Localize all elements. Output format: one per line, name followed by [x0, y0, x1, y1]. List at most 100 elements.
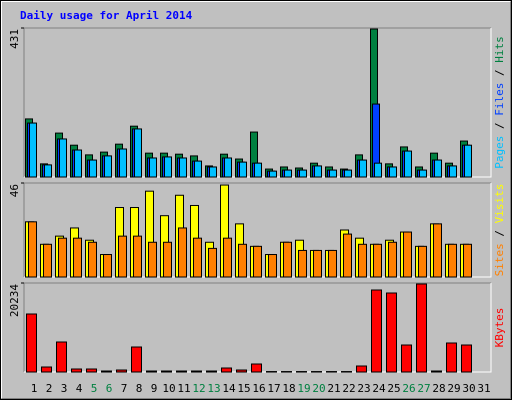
legend-separator: / — [493, 63, 506, 83]
bar — [164, 156, 172, 178]
bar — [89, 159, 97, 178]
x-tick-label: 27 — [417, 382, 430, 395]
bar — [104, 155, 112, 178]
bar — [371, 289, 382, 373]
bar — [314, 165, 322, 178]
x-tick-label: 26 — [402, 382, 415, 395]
legend-entry: Files — [493, 83, 506, 116]
x-tick-label: 5 — [91, 382, 98, 395]
bar — [386, 292, 397, 373]
bar — [134, 128, 142, 178]
y-tick-label: 431 — [8, 29, 21, 49]
bar — [373, 243, 382, 278]
bar — [449, 165, 457, 178]
bar — [59, 138, 67, 178]
legend-entry: KBytes — [493, 308, 506, 348]
legend: Sites / Visits — [493, 184, 506, 277]
bar — [26, 313, 37, 373]
bar — [28, 221, 37, 278]
bar — [239, 161, 247, 178]
bar — [73, 237, 82, 278]
bar — [208, 247, 217, 278]
bar — [149, 157, 157, 178]
x-tick-label: 10 — [162, 382, 175, 395]
legend-entry: Sites — [493, 243, 506, 276]
y-tick-label: 46 — [8, 184, 21, 197]
x-tick-label: 23 — [357, 382, 370, 395]
bar — [329, 169, 337, 178]
bar — [209, 166, 217, 178]
bar — [43, 243, 52, 278]
legend-separator: / — [493, 116, 506, 136]
bar — [221, 367, 232, 373]
bar — [268, 254, 277, 278]
bar — [283, 241, 292, 278]
x-tick-label: 13 — [207, 382, 220, 395]
x-tick-label: 9 — [151, 382, 158, 395]
bar — [191, 370, 202, 373]
bar — [193, 237, 202, 278]
bar — [74, 149, 82, 178]
y-tick-label: 20234 — [8, 284, 21, 317]
x-tick-label: 29 — [447, 382, 460, 395]
x-tick-label: 25 — [387, 382, 400, 395]
bar — [359, 159, 367, 178]
bar — [434, 159, 442, 178]
bar — [58, 237, 67, 278]
bar — [313, 249, 322, 278]
bar — [374, 162, 382, 178]
x-tick-label: 16 — [252, 382, 265, 395]
bar — [403, 231, 412, 278]
bar — [418, 245, 427, 278]
bar — [464, 144, 472, 178]
bar — [146, 370, 157, 373]
bar — [448, 243, 457, 278]
bar — [41, 366, 52, 373]
x-tick-label: 22 — [342, 382, 355, 395]
x-tick-label: 11 — [177, 382, 190, 395]
bar — [401, 344, 412, 373]
bar — [253, 245, 262, 278]
legend-entry: Hits — [493, 36, 506, 63]
bar — [388, 241, 397, 278]
x-tick-label: 18 — [282, 382, 295, 395]
bar — [86, 368, 97, 373]
bar — [101, 370, 112, 373]
bar — [358, 243, 367, 278]
bar — [419, 169, 427, 178]
bar — [328, 249, 337, 278]
bar — [119, 148, 127, 178]
bar — [148, 241, 157, 278]
x-tick-label: 17 — [267, 382, 280, 395]
x-tick-label: 3 — [61, 382, 68, 395]
bar — [29, 122, 37, 178]
bar — [176, 370, 187, 373]
legend-separator: / — [493, 223, 506, 243]
bar — [161, 370, 172, 373]
bar — [416, 283, 427, 373]
bar — [344, 169, 352, 178]
bar — [163, 241, 172, 278]
x-tick-label: 20 — [312, 382, 325, 395]
x-tick-label: 19 — [297, 382, 310, 395]
x-tick-label: 28 — [432, 382, 445, 395]
x-tick-label: 2 — [46, 382, 53, 395]
x-tick-label: 21 — [327, 382, 340, 395]
x-tick-label: 4 — [76, 382, 83, 395]
bar — [431, 370, 442, 373]
chart-title: Daily usage for April 2014 — [20, 9, 193, 22]
x-tick-label: 14 — [222, 382, 236, 395]
bar — [133, 235, 142, 278]
legend: KBytes — [493, 308, 506, 348]
x-tick-label: 8 — [136, 382, 143, 395]
bar — [179, 157, 187, 178]
bar — [88, 241, 97, 278]
bar — [284, 169, 292, 178]
bar — [131, 346, 142, 373]
bar — [223, 237, 232, 278]
bar — [44, 164, 52, 178]
bar — [389, 166, 397, 178]
bar — [433, 223, 442, 278]
